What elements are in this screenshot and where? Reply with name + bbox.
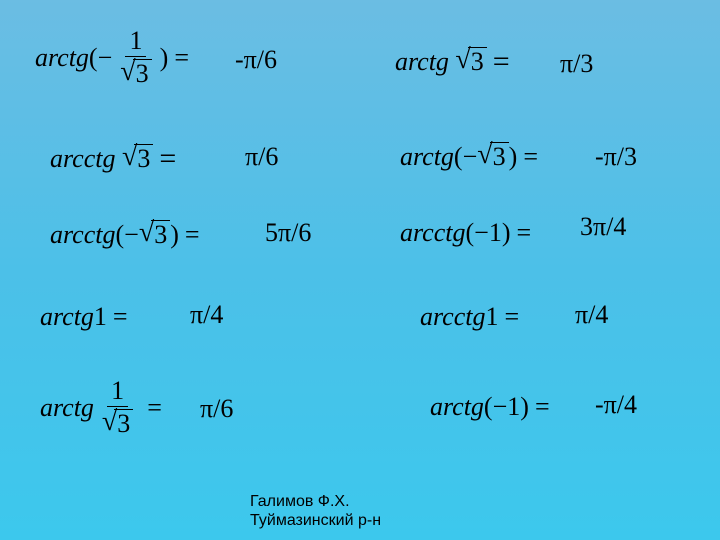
- ans-4-right: π/4: [575, 300, 608, 330]
- expr-3-left: arcctg(−√3)=: [50, 220, 206, 250]
- ans-3-right: 3π/4: [580, 212, 626, 242]
- footer-credit: Галимов Ф.Х. Туймазинский р-н: [250, 492, 381, 530]
- footer-line-1: Галимов Ф.Х.: [250, 492, 381, 511]
- expr-3-right: arcctg(−1)=: [400, 218, 537, 248]
- ans-4-left: π/4: [190, 300, 223, 330]
- ans-1-right: π/3: [560, 49, 593, 79]
- expr-5-right: arctg(−1)=: [430, 392, 556, 422]
- expr-2-right: arctg(−√3)=: [400, 142, 544, 172]
- ans-1-left: -π/6: [235, 45, 277, 75]
- slide: arctg(− 1 √3 )= -π/6 arctg √3 = π/3 arcc…: [0, 0, 720, 540]
- ans-5-right: -π/4: [595, 390, 637, 420]
- expr-5-left: arctg 1 √3 =: [40, 378, 168, 439]
- expr-1-left: arctg(− 1 √3 )=: [35, 28, 195, 89]
- expr-2-left: arcctg √3 =: [50, 142, 182, 176]
- ans-2-left: π/6: [245, 142, 278, 172]
- expr-4-right: arcctg1=: [420, 302, 525, 332]
- ans-3-left: 5π/6: [265, 218, 311, 248]
- ans-5-left: π/6: [200, 394, 233, 424]
- ans-2-right: -π/3: [595, 142, 637, 172]
- expr-4-left: arctg1=: [40, 302, 134, 332]
- footer-line-2: Туймазинский р-н: [250, 511, 381, 530]
- expr-1-right: arctg √3 =: [395, 45, 516, 79]
